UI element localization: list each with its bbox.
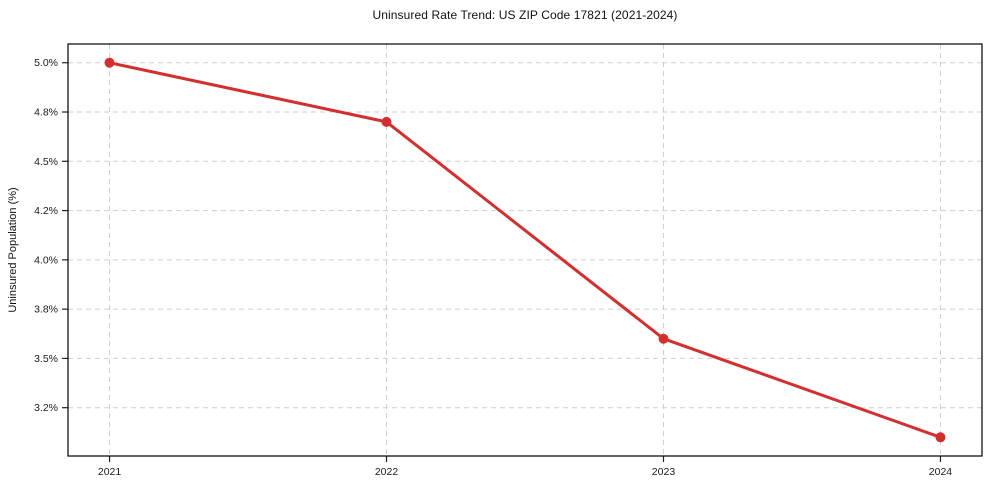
y-tick-label: 3.5% <box>34 353 58 365</box>
y-tick-label: 4.8% <box>34 107 58 119</box>
x-tick-label: 2022 <box>375 466 399 478</box>
y-tick-label: 3.2% <box>34 402 58 414</box>
data-point-2021 <box>104 57 115 68</box>
y-tick-label: 5.0% <box>34 57 58 69</box>
data-point-2022 <box>381 116 392 127</box>
y-tick-label: 4.2% <box>34 205 58 217</box>
y-axis-title: Uninsured Population (%) <box>7 187 19 312</box>
trend-line <box>108 61 942 439</box>
x-tick-label: 2023 <box>652 466 676 478</box>
x-tick-label: 2024 <box>929 466 953 478</box>
chart-title: Uninsured Rate Trend: US ZIP Code 17821 … <box>372 8 678 22</box>
y-tick-label: 3.8% <box>34 304 58 316</box>
plot-border <box>67 43 983 457</box>
data-point-2023 <box>658 333 669 344</box>
y-tick-label: 4.0% <box>34 254 58 266</box>
x-tick-label: 2021 <box>98 466 122 478</box>
y-tick-label: 4.5% <box>34 156 58 168</box>
data-point-2024 <box>935 432 946 443</box>
